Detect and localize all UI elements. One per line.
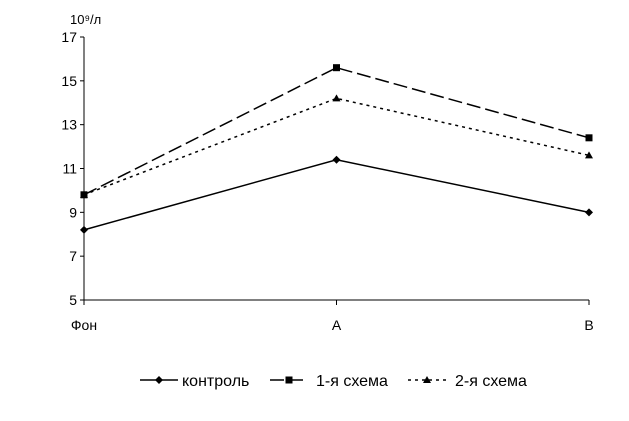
y-tick-label: 13 bbox=[61, 117, 77, 133]
legend-label: контроль bbox=[182, 373, 249, 390]
legend-swatch-marker bbox=[285, 376, 293, 384]
data-point bbox=[585, 208, 593, 217]
y-tick-labels: 5 7 9 11 13 15 17 bbox=[61, 29, 77, 308]
y-tick-label: 7 bbox=[69, 248, 77, 264]
series-line bbox=[83, 97, 590, 196]
y-tick-label: 17 bbox=[61, 29, 77, 45]
series-1 bbox=[80, 155, 593, 234]
y-unit-label: 10⁹/л bbox=[70, 12, 101, 27]
data-point bbox=[332, 155, 341, 164]
x-tick-label: A bbox=[332, 317, 342, 333]
series-line bbox=[83, 66, 590, 196]
data-point bbox=[80, 190, 88, 198]
data-point bbox=[333, 64, 340, 72]
series-line bbox=[83, 158, 590, 231]
data-point bbox=[332, 94, 341, 102]
y-tick-label: 9 bbox=[69, 204, 77, 220]
x-tick-label: Фон bbox=[71, 317, 97, 333]
legend-label: 1-я схема bbox=[316, 373, 388, 390]
legend-item: 2-я схема bbox=[408, 373, 527, 390]
y-tick-label: 11 bbox=[62, 161, 77, 177]
data-point bbox=[80, 225, 88, 234]
y-tick-label: 5 bbox=[69, 292, 77, 308]
legend-item: 1-я схема bbox=[270, 373, 388, 390]
series-layer bbox=[80, 64, 593, 234]
legend-swatch-marker bbox=[155, 376, 163, 384]
x-tick-label: B bbox=[584, 317, 593, 333]
legend-item: контроль bbox=[140, 373, 249, 390]
series-3 bbox=[80, 94, 593, 198]
y-tick-label: 15 bbox=[61, 73, 77, 89]
series-2 bbox=[80, 64, 593, 199]
data-point bbox=[585, 134, 593, 142]
legend: контроль 1-я схема 2-я схема bbox=[140, 373, 527, 390]
chart-axes bbox=[80, 36, 590, 305]
legend-swatch-marker bbox=[423, 376, 431, 383]
data-point bbox=[585, 151, 593, 159]
legend-label: 2-я схема bbox=[455, 373, 527, 390]
x-tick-labels: Фон A B bbox=[71, 317, 594, 333]
